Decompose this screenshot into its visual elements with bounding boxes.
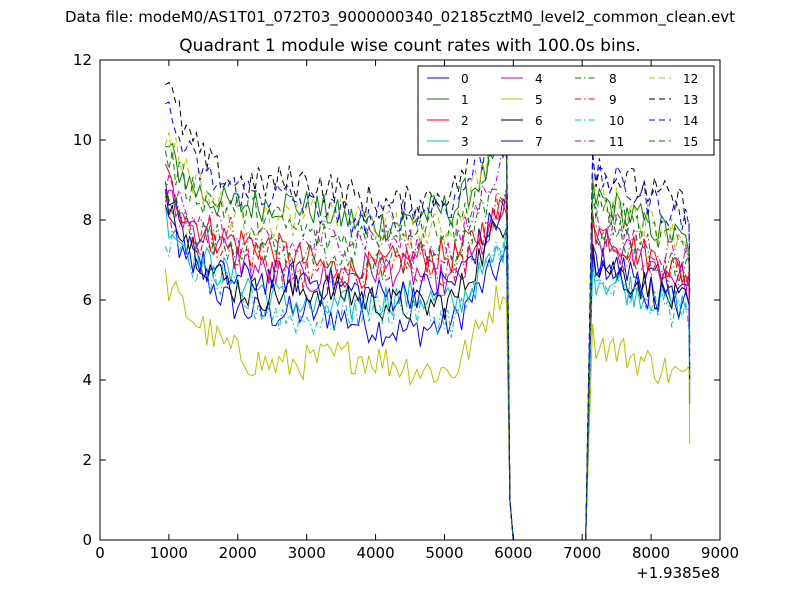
legend-label-12: 12	[683, 72, 698, 86]
legend-label-8: 8	[609, 72, 617, 86]
series-line-7	[164, 198, 691, 541]
legend-label-2: 2	[461, 114, 469, 128]
legend-label-13: 13	[683, 93, 698, 107]
legend-label-10: 10	[609, 114, 624, 128]
x-tick-label: 8000	[632, 544, 670, 562]
axis-ticks	[99, 59, 721, 541]
y-tick-label: 6	[82, 291, 92, 309]
x-tick-label: 9000	[701, 544, 739, 562]
legend-label-1: 1	[461, 93, 469, 107]
series-line-5	[164, 269, 691, 541]
chart-title: Quadrant 1 module wise count rates with …	[179, 36, 641, 56]
series-line-8	[164, 182, 691, 541]
series-line-14	[165, 101, 691, 541]
series-line-15	[164, 126, 691, 541]
legend-label-15: 15	[683, 135, 698, 149]
x-tick-label: 1000	[150, 544, 188, 562]
series-line-1	[165, 142, 691, 541]
series-lines	[164, 81, 691, 541]
legend-label-7: 7	[535, 135, 543, 149]
series-line-12	[164, 114, 691, 541]
axis-tick-labels: 0 1000 2000 3000 4000 5000 6000 7000 8000 9000 0 2 4…	[73, 51, 739, 562]
legend-label-0: 0	[461, 72, 469, 86]
figure-suptitle: Data file: modeM0/AS1T01_072T03_90000003…	[64, 8, 736, 26]
x-offset-label: +1.9385e8	[636, 564, 720, 582]
legend-label-14: 14	[683, 114, 698, 128]
y-tick-label: 2	[82, 451, 92, 469]
legend-label-11: 11	[609, 135, 624, 149]
x-tick-label: 7000	[563, 544, 601, 562]
series-line-13	[165, 81, 691, 541]
x-tick-label: 3000	[288, 544, 326, 562]
series-line-10	[164, 221, 691, 541]
legend-label-6: 6	[535, 114, 543, 128]
legend-label-9: 9	[609, 93, 617, 107]
x-tick-label: 5000	[425, 544, 463, 562]
y-tick-label: 10	[73, 131, 92, 149]
y-tick-label: 4	[82, 371, 92, 389]
series-line-11	[164, 140, 691, 541]
x-tick-label: 0	[95, 544, 105, 562]
series-line-9	[164, 193, 691, 541]
x-tick-label: 2000	[219, 544, 257, 562]
y-tick-label: 12	[73, 51, 92, 69]
y-tick-label: 0	[82, 531, 92, 549]
legend-label-4: 4	[535, 72, 543, 86]
series-line-3	[164, 203, 691, 541]
legend-label-5: 5	[535, 93, 543, 107]
y-tick-label: 8	[82, 211, 92, 229]
x-tick-label: 6000	[494, 544, 532, 562]
legend-box	[417, 65, 715, 156]
x-tick-label: 4000	[356, 544, 394, 562]
series-line-2	[164, 163, 691, 541]
legend-label-3: 3	[461, 135, 469, 149]
